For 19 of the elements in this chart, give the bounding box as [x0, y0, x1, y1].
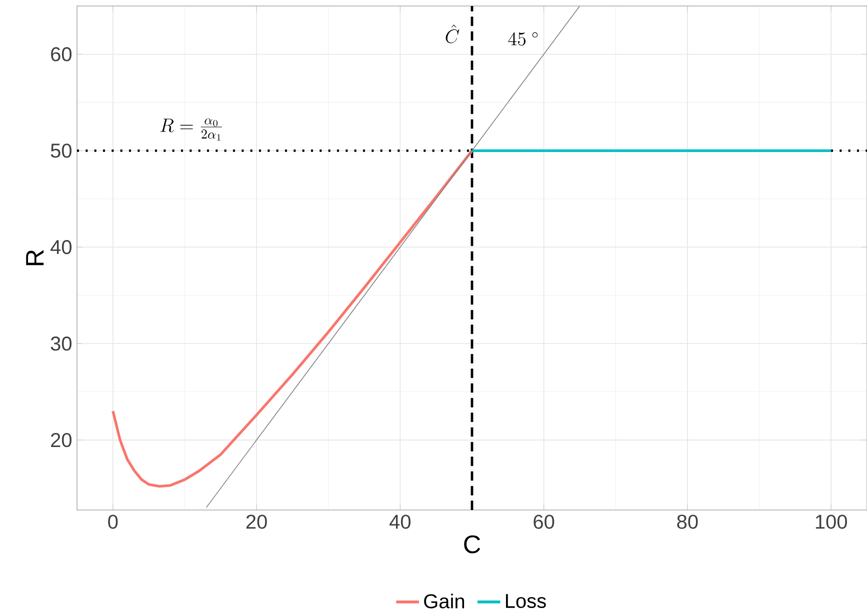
x-tick-label: 0 [108, 514, 118, 529]
y-tick-label: 60 [51, 47, 72, 62]
annotation: $45\ ^{\circ}$ [508, 32, 538, 46]
y-tick-label: 40 [50, 240, 72, 254]
line-series [112, 149, 474, 488]
x-tick-label: 80 [677, 514, 698, 529]
y-axis-title: R [26, 250, 44, 266]
x-axis-title: C [464, 535, 480, 554]
x-tick-label: 40 [390, 514, 411, 529]
y-tick-label: 20 [51, 432, 72, 448]
annotation: $\hat{C}$ [446, 24, 460, 44]
legend-label: Gain [424, 594, 464, 608]
legend-label: Loss [506, 594, 546, 608]
y-tick-label: 50 [50, 144, 72, 158]
y-tick-label: 30 [50, 336, 72, 351]
x-tick-label: 100 [816, 514, 847, 529]
x-tick-label: 20 [246, 514, 267, 529]
x-tick-label: 60 [534, 514, 554, 529]
annotation: $R=\frac{\alpha_0}{2\alpha_1}$ [160, 118, 222, 140]
